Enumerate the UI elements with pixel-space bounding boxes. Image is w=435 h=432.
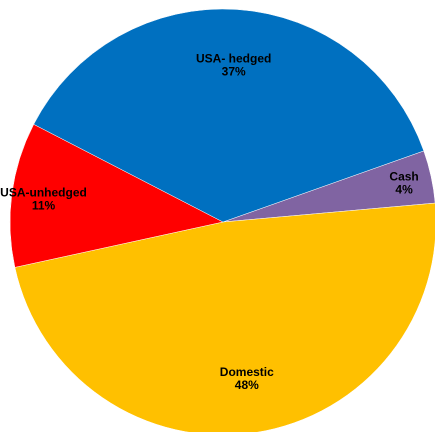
slice-label-domestic: Domestic 48% [220,365,274,392]
slice-value-label: 4% [395,183,413,197]
slice-label-usa-hedged: USA- hedged 37% [196,52,271,79]
slice-category-label: Cash [389,170,418,184]
slice-category-label: USA- hedged [196,52,271,66]
slice-value-label: 11% [32,198,56,212]
slice-category-label: USA-unhedged [0,185,87,199]
slice-value-label: 37% [222,65,246,79]
slice-category-label: Domestic [220,365,274,379]
slice-label-cash: Cash 4% [389,170,418,197]
slice-label-usa-unhedged: USA-unhedged 11% [0,185,87,212]
pie-slice-domestic [14,202,435,432]
pie-slice-usa-unhedged [9,123,224,268]
slice-value-label: 48% [235,378,259,392]
pie-slice-usa-hedged [33,8,425,223]
